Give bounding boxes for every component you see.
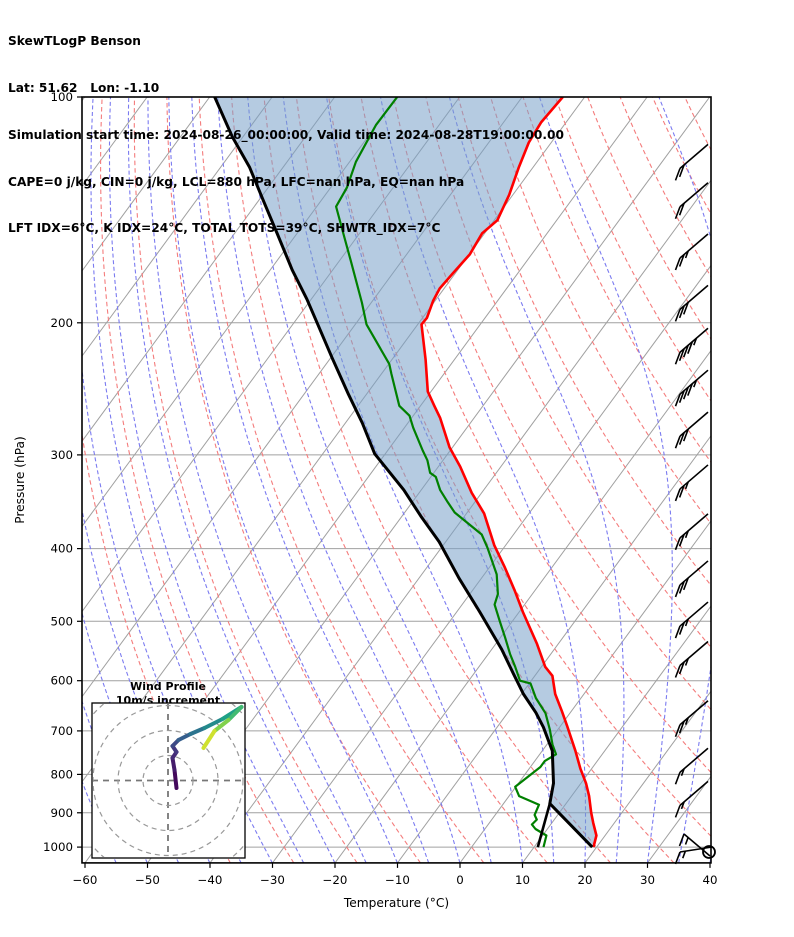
x-axis-label: Temperature (°C)	[343, 896, 449, 910]
y-axis-label: Pressure (hPa)	[13, 436, 27, 523]
x-tick-label: 20	[577, 873, 592, 887]
hodograph-title: Wind Profile	[130, 680, 206, 693]
y-tick-label: 100	[50, 90, 73, 104]
hodograph-trace-segment	[172, 768, 179, 790]
hodograph-ring	[142, 754, 194, 807]
hodograph-ring	[93, 704, 244, 857]
x-tick-label: 30	[640, 873, 655, 887]
y-tick-label: 800	[50, 767, 73, 781]
hodograph-trace-segment	[202, 717, 225, 730]
time-line: Simulation start time: 2024-08-26_00:00:…	[8, 127, 564, 142]
hodograph-trace-segment	[226, 705, 244, 722]
parcel-curve	[213, 97, 594, 849]
y-tick-label: 900	[50, 806, 73, 820]
y-tick-label: 600	[50, 674, 73, 688]
y-tick-label: 500	[50, 614, 73, 628]
x-tick-label: −20	[323, 873, 348, 887]
y-tick-label: 200	[50, 316, 73, 330]
cin-shading	[214, 97, 597, 848]
moist-adiabats	[82, 97, 711, 863]
y-tick-label: 700	[50, 724, 73, 738]
location-line: Lat: 51.62 Lon: -1.10	[8, 80, 160, 95]
temperature-curve	[420, 97, 598, 848]
page-title: SkewTLogP Benson	[8, 34, 141, 49]
x-tick-label: −10	[385, 873, 410, 887]
hodograph-trace-segment	[176, 732, 193, 742]
plot-background	[82, 97, 711, 863]
y-tick-label: 1000	[43, 840, 73, 854]
indices-line-2: LFT IDX=6°C, K IDX=24°C, TOTAL TOTS=39°C…	[8, 221, 441, 236]
x-tick-label: −50	[135, 873, 160, 887]
hodograph-trace-segment	[188, 726, 207, 736]
indices-line-1: CAPE=0 j/kg, CIN=0 j/kg, LCL=880 hPa, LF…	[8, 174, 465, 189]
lcl-mixing-line	[536, 803, 552, 848]
hodograph-trace-segment	[201, 729, 217, 750]
x-tick-label: 10	[515, 873, 530, 887]
hodograph-trace-segment	[212, 718, 231, 733]
x-tick-label: −40	[198, 873, 223, 887]
header-block: SkewTLogP Benson Lat: 51.62 Lon: -1.10 S…	[8, 3, 564, 268]
x-tick-label: 0	[456, 873, 464, 887]
hodograph-trace-segment	[170, 756, 177, 772]
x-tick-label: 40	[702, 873, 717, 887]
surface-station-circle	[702, 845, 716, 859]
x-tick-label: −30	[260, 873, 285, 887]
y-tick-label: 400	[50, 542, 73, 556]
x-tick-label: −60	[73, 873, 98, 887]
dewpoint-curve	[335, 97, 558, 848]
wind-barbs	[674, 143, 713, 865]
y-tick-label: 300	[50, 448, 73, 462]
hodograph-ring	[117, 729, 219, 832]
